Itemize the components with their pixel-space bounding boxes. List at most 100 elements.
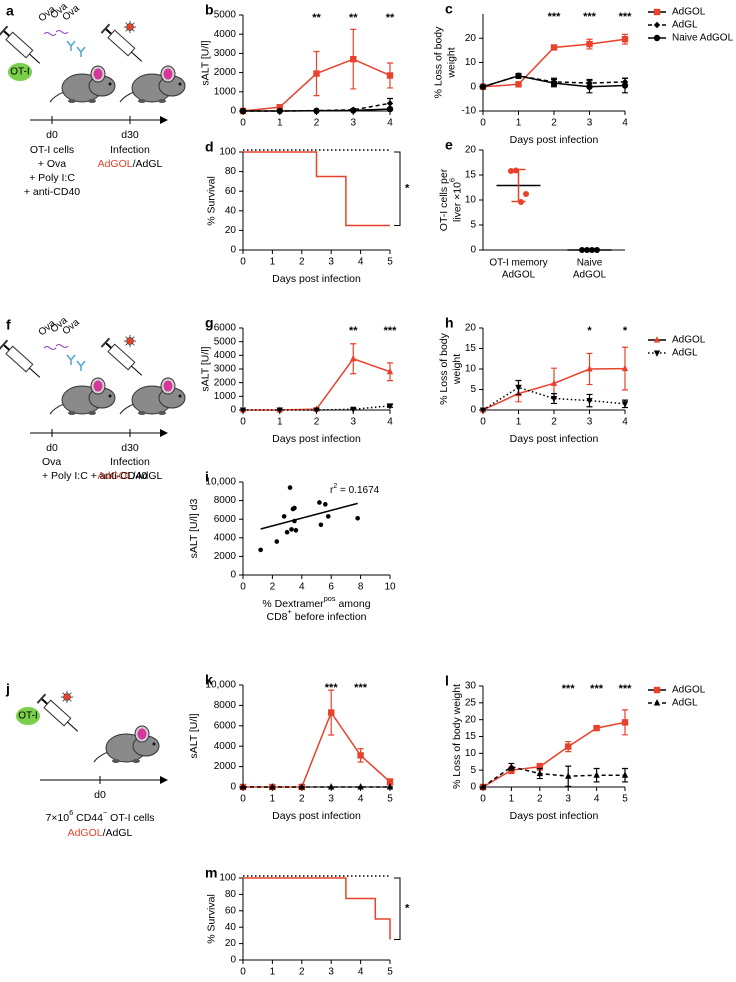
point bbox=[325, 514, 331, 519]
schematic-text-sup: 6 bbox=[69, 808, 73, 817]
marker bbox=[386, 367, 394, 375]
y-axis-label: % Loss of body weight bbox=[451, 684, 463, 789]
x-tick-label: 4 bbox=[622, 118, 628, 129]
x-tick-label: OT-I memory bbox=[489, 258, 547, 269]
legend-marker bbox=[653, 350, 661, 357]
schematic-text-part: 7×10 bbox=[45, 812, 69, 824]
x-axis-label: Days post infection bbox=[510, 810, 599, 822]
schematic-text: AdGOL/AdGL bbox=[98, 470, 163, 482]
x-tick-label: 4 bbox=[387, 417, 393, 428]
marker bbox=[550, 44, 558, 51]
y-tick-label: 0 bbox=[470, 245, 476, 256]
y-tick-label: 15 bbox=[465, 170, 477, 181]
annotation-star: *** bbox=[354, 682, 368, 694]
marker bbox=[350, 55, 357, 63]
marker bbox=[269, 783, 276, 790]
legend-label: AdGOL bbox=[672, 7, 706, 18]
schematic-text: AdGOL/AdGL bbox=[98, 158, 163, 170]
x-tick-label: 10 bbox=[384, 582, 396, 593]
y-tick-label: 0 bbox=[470, 81, 476, 92]
series-line bbox=[482, 386, 626, 411]
series-line bbox=[243, 710, 391, 788]
annotation-star: ** bbox=[349, 12, 358, 24]
x-tick-label: 1 bbox=[516, 118, 522, 129]
x-tick-label: 3 bbox=[565, 794, 571, 805]
schematic-text: + Ova bbox=[38, 158, 66, 170]
significance-bracket bbox=[394, 151, 401, 226]
y-tick-label: 6000 bbox=[214, 720, 237, 731]
y-tick-label: 4000 bbox=[214, 350, 237, 361]
marker bbox=[239, 407, 247, 414]
y-tick-label: 100 bbox=[219, 873, 236, 884]
x-axis-label-sup: + bbox=[288, 607, 292, 616]
x-tick-label: 6 bbox=[328, 582, 334, 593]
marker bbox=[350, 406, 357, 414]
x-tick-label: 1 bbox=[516, 417, 522, 428]
timeline-arrow bbox=[160, 429, 168, 437]
legend-label: AdGOL bbox=[672, 335, 706, 346]
annotation-star: * bbox=[623, 325, 628, 337]
antibody bbox=[66, 354, 76, 366]
x-tick-label: 3 bbox=[587, 118, 593, 129]
syringe bbox=[99, 336, 147, 381]
annotation-star: *** bbox=[384, 325, 398, 337]
marker bbox=[386, 783, 394, 790]
y-tick-label: 10,000 bbox=[205, 680, 236, 691]
y-axis-label-group: % Survival bbox=[205, 894, 217, 944]
x-tick-label: 2 bbox=[299, 967, 305, 978]
x-tick-label: 1 bbox=[509, 794, 515, 805]
y-tick-label: 8000 bbox=[214, 495, 237, 506]
schematic-text: Infection bbox=[110, 456, 150, 468]
marker bbox=[386, 778, 394, 786]
y-tick-label: 80 bbox=[225, 889, 237, 900]
y-axis-label: sALT [U/l] bbox=[200, 40, 212, 85]
marker bbox=[239, 107, 247, 115]
marker bbox=[350, 107, 357, 114]
y-axis-label-group: % Loss of body weight bbox=[438, 332, 463, 405]
y-tick-label: 0 bbox=[230, 955, 236, 966]
x-tick-label: 3 bbox=[328, 794, 334, 805]
annotation: r2 = 0.1674 bbox=[330, 483, 380, 495]
point bbox=[318, 522, 324, 528]
marker bbox=[313, 107, 320, 115]
marker bbox=[386, 72, 394, 79]
schematic-text: Infection bbox=[110, 144, 150, 156]
annotation-star: ** bbox=[349, 325, 358, 337]
legend-marker bbox=[653, 336, 661, 343]
y-axis-label: weight bbox=[451, 354, 463, 385]
schematic-text: + Poly I:C bbox=[29, 172, 75, 184]
marker bbox=[593, 771, 600, 778]
cell-label: OT-I bbox=[18, 711, 37, 722]
y-axis-label: % Loss of body bbox=[438, 332, 450, 405]
x-tick-label: 4 bbox=[594, 794, 600, 805]
annotation-star: *** bbox=[590, 683, 604, 695]
x-axis-label-part: before infection bbox=[292, 611, 367, 623]
cell-label: OT-I bbox=[10, 67, 29, 78]
virus-alt-label: /AdGL bbox=[133, 470, 163, 482]
series-line bbox=[243, 357, 391, 411]
x-axis-label: Days post infection bbox=[272, 273, 361, 285]
y-tick-label: 0 bbox=[470, 782, 476, 793]
ot1-cell bbox=[16, 707, 40, 725]
y-axis-label-group: sALT [U/l] bbox=[200, 40, 212, 85]
panel-label: i bbox=[205, 469, 209, 485]
timeline-arrow bbox=[160, 776, 168, 784]
panel-label: g bbox=[205, 315, 214, 331]
marker bbox=[515, 384, 522, 392]
marker bbox=[328, 709, 335, 716]
marker bbox=[550, 79, 558, 87]
marker bbox=[276, 407, 283, 414]
annotation-star: * bbox=[405, 903, 410, 915]
x-tick-label: 0 bbox=[240, 582, 246, 593]
schematic-text: + anti-CD40 bbox=[24, 186, 80, 198]
marker bbox=[386, 105, 394, 113]
sd-bar bbox=[511, 168, 526, 203]
x-tick-label: 2 bbox=[299, 794, 305, 805]
point bbox=[284, 529, 290, 535]
x-axis-label-part: CD8 bbox=[266, 611, 287, 623]
x-tick-label: 5 bbox=[387, 794, 393, 805]
peptide-squiggle bbox=[43, 30, 69, 36]
syringe bbox=[0, 24, 45, 69]
